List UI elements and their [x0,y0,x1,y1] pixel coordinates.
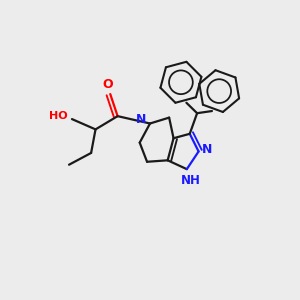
Text: N: N [202,143,212,157]
Text: NH: NH [180,174,200,187]
Text: N: N [136,113,146,127]
Text: HO: HO [50,111,68,121]
Text: O: O [103,78,113,91]
